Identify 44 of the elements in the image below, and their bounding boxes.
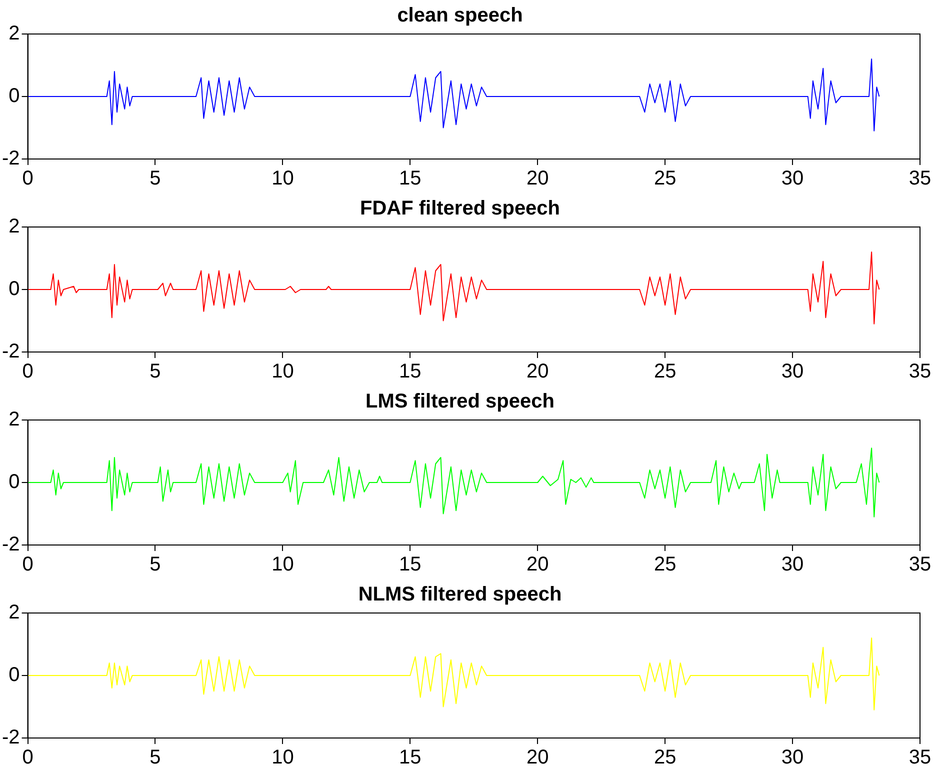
- y-tick-label: 0: [8, 278, 20, 300]
- y-tick-label: 2: [8, 22, 20, 45]
- x-tick-label: 15: [399, 168, 422, 190]
- x-tick-label: 5: [150, 360, 161, 383]
- x-tick-label: 5: [150, 746, 161, 769]
- y-tick-label: 0: [8, 85, 20, 108]
- y-tick-label: -2: [2, 340, 20, 363]
- chart-title: LMS filtered speech: [366, 390, 554, 413]
- y-tick-label: -2: [2, 534, 20, 556]
- x-tick-label: 5: [150, 554, 161, 576]
- y-tick-label: -2: [2, 148, 20, 170]
- x-tick-label: 20: [526, 746, 549, 769]
- x-tick-label: 15: [399, 746, 422, 769]
- y-tick-label: 0: [8, 471, 20, 494]
- x-tick-label: 35: [908, 746, 932, 769]
- x-tick-label: 25: [654, 746, 676, 769]
- y-tick-label: 0: [8, 664, 20, 686]
- x-tick-label: 10: [272, 746, 294, 769]
- x-tick-label: 25: [654, 168, 676, 190]
- y-tick-label: 2: [8, 602, 20, 624]
- x-tick-label: 35: [908, 168, 932, 190]
- x-tick-label: 30: [781, 360, 804, 383]
- chart-title: clean speech: [397, 4, 523, 27]
- x-tick-label: 20: [526, 168, 549, 190]
- x-tick-label: 35: [908, 360, 932, 383]
- x-tick-label: 10: [272, 360, 294, 383]
- y-tick-label: -2: [2, 726, 20, 749]
- chart-title: NLMS filtered speech: [358, 584, 562, 606]
- x-tick-label: 15: [399, 360, 422, 383]
- x-tick-label: 30: [781, 746, 804, 769]
- x-tick-label: 15: [399, 554, 422, 576]
- x-tick-label: 10: [272, 554, 294, 576]
- x-tick-label: 10: [272, 168, 294, 190]
- y-tick-label: 2: [8, 408, 20, 431]
- x-tick-label: 25: [654, 554, 676, 576]
- x-tick-label: 25: [654, 360, 676, 383]
- y-tick-label: 2: [8, 216, 20, 238]
- x-tick-label: 20: [526, 360, 549, 383]
- x-tick-label: 20: [526, 554, 549, 576]
- x-tick-label: 30: [781, 554, 804, 576]
- x-tick-label: 5: [150, 168, 161, 190]
- x-tick-label: 30: [781, 168, 804, 190]
- chart-title: FDAF filtered speech: [360, 198, 560, 220]
- x-tick-label: 35: [908, 554, 932, 576]
